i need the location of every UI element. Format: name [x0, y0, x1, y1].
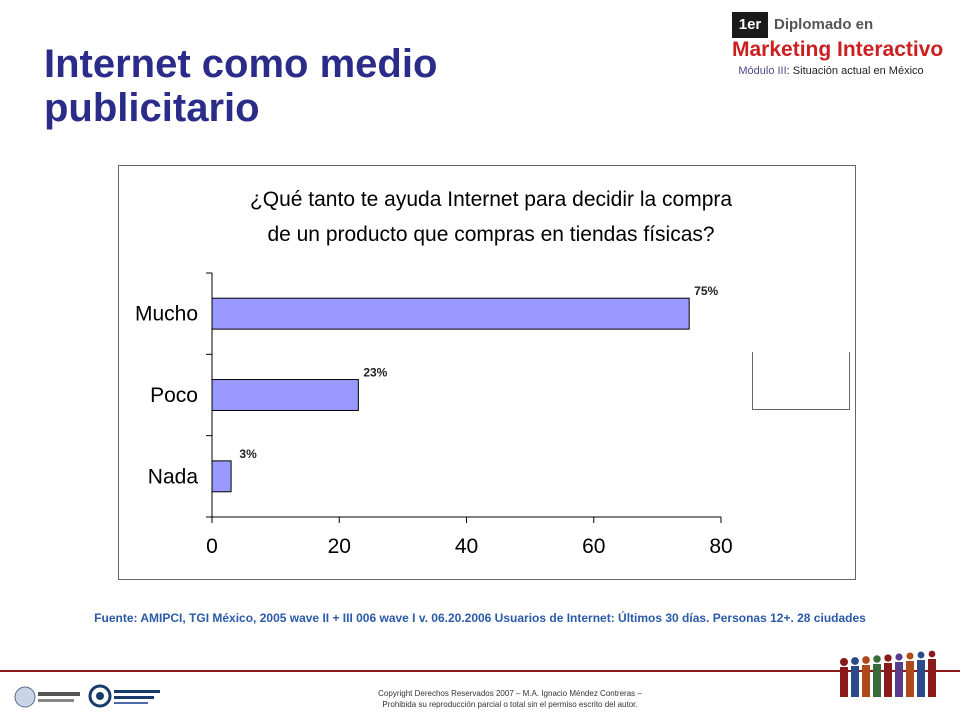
bar-nada — [211, 460, 232, 493]
data-label: 75% — [694, 284, 718, 298]
footer-rule — [0, 670, 960, 672]
x-tick-label: 40 — [455, 535, 478, 558]
slide-title: Internet como medio publicitario — [44, 42, 438, 130]
person-figure — [928, 650, 936, 697]
person-figure — [862, 656, 870, 697]
person-figure — [895, 653, 903, 697]
x-tick-label: 60 — [582, 535, 605, 558]
x-tick-label: 0 — [206, 535, 218, 558]
person-figure — [884, 654, 892, 697]
category-label: Nada — [148, 465, 199, 488]
source-note: Fuente: AMIPCI, TGI México, 2005 wave II… — [94, 611, 866, 625]
bar-mucho — [211, 297, 690, 330]
chart-title-line: ¿Qué tanto te ayuda Internet para decidi… — [250, 188, 732, 211]
module-subtitle: Módulo III: Situación actual en México — [726, 64, 936, 78]
tec-monterrey-logo — [14, 686, 80, 708]
person-figure — [917, 651, 925, 697]
person-figure — [906, 652, 914, 697]
copyright: Copyright Derechos Reservados 2007 – M.A… — [300, 688, 720, 710]
person-figure — [851, 657, 859, 697]
people-figures-icon — [840, 650, 936, 697]
logo-line2: Marketing Interactivo — [732, 38, 944, 61]
x-tick-label: 80 — [709, 535, 732, 558]
logo-badge: 1er — [732, 12, 768, 38]
iab-logo — [88, 684, 160, 708]
logo-line1: Diplomado en — [774, 16, 874, 33]
chart-frame: ¿Qué tanto te ayuda Internet para decidi… — [118, 165, 856, 580]
side-box — [752, 352, 850, 410]
x-tick-label: 20 — [328, 535, 351, 558]
data-label: 23% — [363, 366, 387, 380]
data-label: 3% — [239, 447, 257, 461]
person-figure — [840, 658, 848, 697]
chart-title-line: de un producto que compras en tiendas fí… — [267, 223, 714, 246]
bar-chart: ¿Qué tanto te ayuda Internet para decidi… — [135, 188, 733, 558]
bar-poco — [211, 379, 359, 411]
category-label: Mucho — [135, 303, 198, 326]
copyright-line2: Prohibida su reproducción parcial o tota… — [382, 700, 638, 709]
category-label: Poco — [150, 384, 198, 407]
copyright-line1: Copyright Derechos Reservados 2007 – M.A… — [378, 689, 642, 698]
module-text: : Situación actual en México — [786, 65, 924, 77]
module-label: Módulo III — [738, 65, 787, 77]
person-figure — [873, 655, 881, 697]
